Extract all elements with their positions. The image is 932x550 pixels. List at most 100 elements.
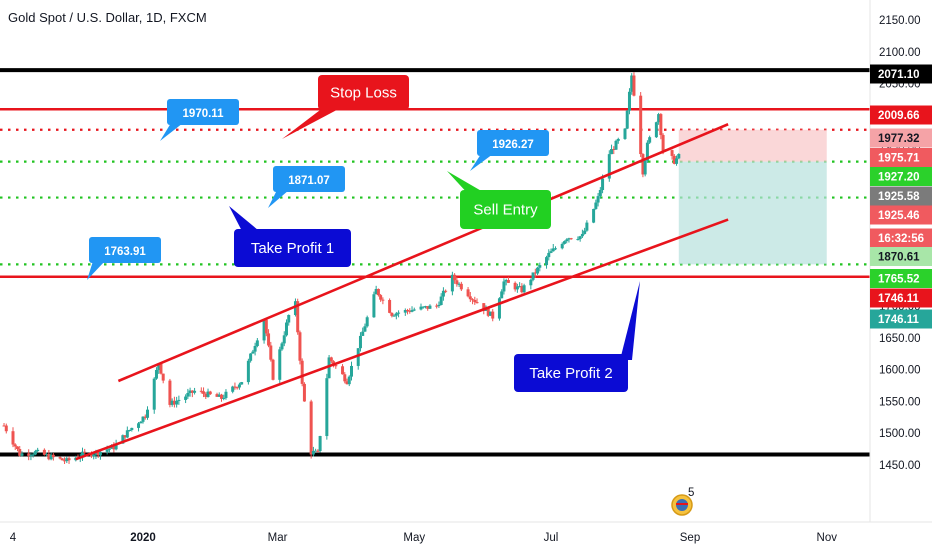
event-badge[interactable]: 5: [671, 487, 694, 516]
candle-body: [175, 400, 179, 405]
axis-tag-label: 2071.10: [878, 69, 920, 81]
candle-body: [471, 299, 475, 301]
candle-body: [121, 435, 125, 444]
candle-body: [565, 239, 569, 242]
callout-text: Stop Loss: [330, 85, 397, 102]
candle-body: [410, 310, 414, 312]
x-tick-label: Nov: [817, 532, 838, 544]
candle-body: [141, 416, 145, 422]
candle-body: [408, 310, 412, 312]
candle-body: [341, 366, 345, 375]
candle-body: [394, 313, 398, 316]
y-tick-label: 2150.00: [879, 15, 921, 27]
candle-body: [545, 257, 549, 266]
axis-tag-label: 1925.46: [878, 210, 920, 222]
callout-bg[interactable]: [234, 229, 351, 267]
candle-body: [549, 251, 553, 253]
candle-body: [486, 308, 490, 316]
channel-line-upper[interactable]: [117, 123, 729, 383]
candle-body: [515, 286, 519, 290]
candle-body: [580, 233, 584, 237]
candle-body: [15, 446, 19, 450]
axis-tag-label: 1765.52: [878, 274, 920, 286]
candle-body: [282, 335, 286, 344]
candle-body: [439, 296, 443, 306]
candle-body: [612, 149, 616, 151]
axis-tag-bg: [870, 228, 932, 248]
candle-body: [372, 294, 376, 318]
candle-body: [63, 460, 67, 462]
y-tick-label: 1650.00: [879, 333, 921, 345]
candle-body: [33, 451, 37, 455]
candle-body: [329, 357, 333, 362]
candle-body: [562, 241, 566, 244]
candle-body: [347, 376, 351, 385]
callout-pointer: [620, 281, 640, 360]
candle-body: [130, 427, 134, 430]
candle-body: [271, 359, 275, 380]
candle-body: [654, 122, 658, 138]
candle-body: [536, 267, 540, 274]
callout-bg[interactable]: [460, 190, 551, 229]
candle-body: [217, 394, 221, 397]
callout-bg[interactable]: [514, 354, 628, 392]
callout-bg[interactable]: [318, 75, 409, 110]
channel-lines: [75, 123, 729, 461]
candle-body: [506, 280, 510, 283]
candle-body: [170, 400, 174, 405]
candle-body: [42, 449, 46, 455]
candle-body: [374, 288, 378, 295]
candle-body: [560, 243, 564, 249]
candle-body: [128, 429, 132, 431]
candle-body: [125, 430, 129, 438]
candle-body: [58, 457, 62, 459]
candle-body: [31, 454, 35, 456]
candle-body: [311, 450, 315, 455]
candle-body: [249, 353, 253, 361]
x-tick-label: 2020: [130, 532, 156, 544]
axis-tag-bg: [870, 148, 932, 167]
axis-tag-bg: [870, 288, 932, 308]
price-label-text: 1970.11: [183, 108, 225, 120]
candle-body: [397, 312, 401, 314]
candle-body: [67, 458, 71, 461]
candle-body: [473, 299, 477, 303]
candle-body: [437, 305, 441, 307]
candle-body: [513, 282, 517, 290]
candle-body: [585, 222, 589, 231]
candle-body: [80, 451, 84, 458]
candle-body: [365, 317, 369, 327]
candle-body: [426, 306, 430, 309]
candle-body: [143, 416, 147, 418]
candle-body: [648, 137, 652, 143]
price-label-text: 1871.07: [288, 175, 330, 187]
candle-body: [45, 454, 49, 456]
axis-tag-bg: [870, 128, 932, 148]
candle-body: [309, 401, 313, 455]
profit-zone: [678, 161, 827, 265]
candle-body: [139, 421, 143, 424]
candle-body: [567, 238, 571, 240]
price-label-bg: [477, 130, 549, 156]
candle-body: [390, 312, 394, 316]
candle-body: [293, 301, 297, 316]
channel-line-lower[interactable]: [75, 218, 729, 461]
candle-body: [146, 409, 150, 418]
candle-body: [154, 369, 158, 379]
trade-zone: [678, 129, 827, 265]
candle-body: [614, 140, 618, 150]
candle-body: [215, 394, 219, 397]
candle-body: [112, 445, 116, 450]
candle-body: [488, 311, 492, 316]
axis-tag-label: 1927.20: [878, 172, 920, 184]
candle-body: [457, 283, 461, 285]
candle-body: [583, 230, 587, 234]
candle-body: [350, 365, 353, 377]
candle-body: [264, 319, 268, 334]
candle-body: [27, 453, 31, 456]
candle-body: [594, 202, 598, 209]
axis-tag-bg: [870, 269, 932, 288]
candle-body: [20, 453, 24, 456]
